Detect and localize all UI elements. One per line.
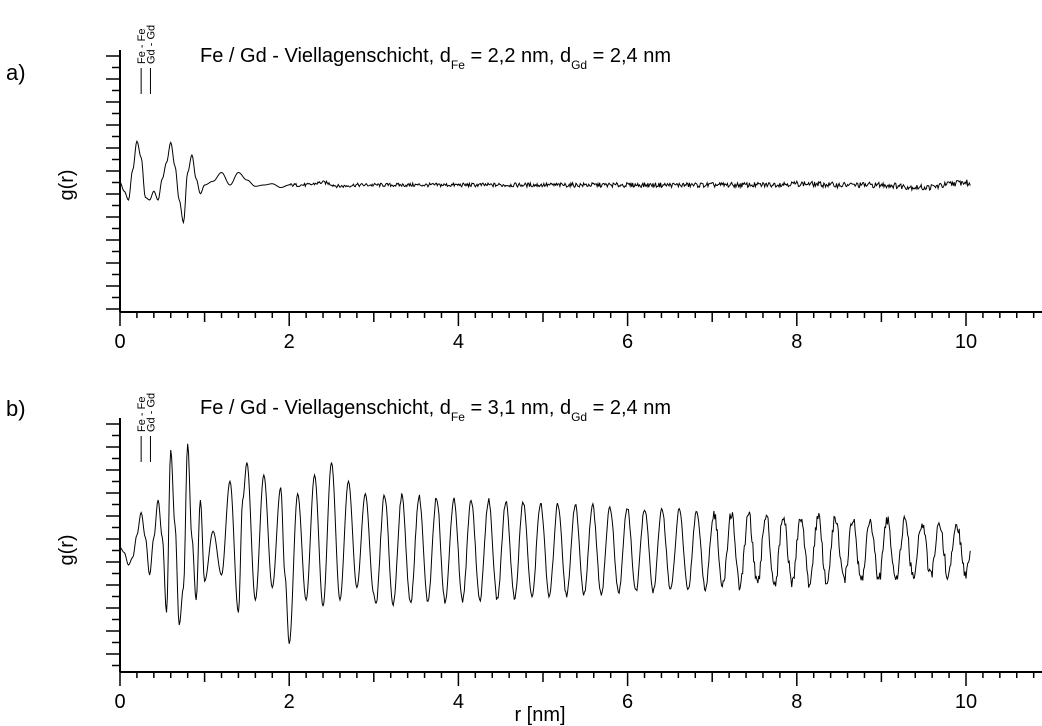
x-tick-label: 8 <box>791 331 802 353</box>
x-tick-label: 10 <box>955 331 977 353</box>
x-tick-label: 4 <box>453 691 464 713</box>
panel-b-ylabel: g(r) <box>56 534 78 565</box>
panel-a-axes: 0 2 4 6 8 10 <box>106 50 1042 353</box>
x-tick-label: 0 <box>114 331 125 353</box>
x-tick-label: 10 <box>955 691 977 713</box>
x-tick-label: 2 <box>284 691 295 713</box>
x-tick-label: 2 <box>284 331 295 353</box>
panel-b-xlabel: r [nm] <box>514 704 565 726</box>
panel-b-title: Fe / Gd - Viellagenschicht, dFe = 3,1 nm… <box>200 397 671 424</box>
x-tick-label: 0 <box>114 691 125 713</box>
panel-a-title: Fe / Gd - Viellagenschicht, dFe = 2,2 nm… <box>200 45 671 72</box>
marker-label: Fe - Fe <box>136 397 148 432</box>
x-tick-label: 8 <box>791 691 802 713</box>
panel-a-label: a) <box>6 60 26 85</box>
panel-a-series-line <box>119 139 971 225</box>
panel-a-ylabel: g(r) <box>56 169 78 200</box>
panel-b-series-line <box>119 443 971 644</box>
marker-label: Gd - Gd <box>145 25 157 64</box>
marker-label: Fe - Fe <box>136 29 148 64</box>
panel-a: a) g(r) Fe / Gd - Viellagenschicht, dFe … <box>6 25 1042 353</box>
panel-b-label: b) <box>6 396 26 421</box>
x-tick-label: 4 <box>453 331 464 353</box>
panel-b-axes: 0 2 4 6 8 10 <box>106 418 1042 713</box>
x-tick-label: 6 <box>622 691 633 713</box>
panel-b: b) g(r) Fe / Gd - Viellagenschicht, dFe … <box>6 393 1042 726</box>
x-tick-label: 6 <box>622 331 633 353</box>
marker-label: Gd - Gd <box>145 393 157 432</box>
